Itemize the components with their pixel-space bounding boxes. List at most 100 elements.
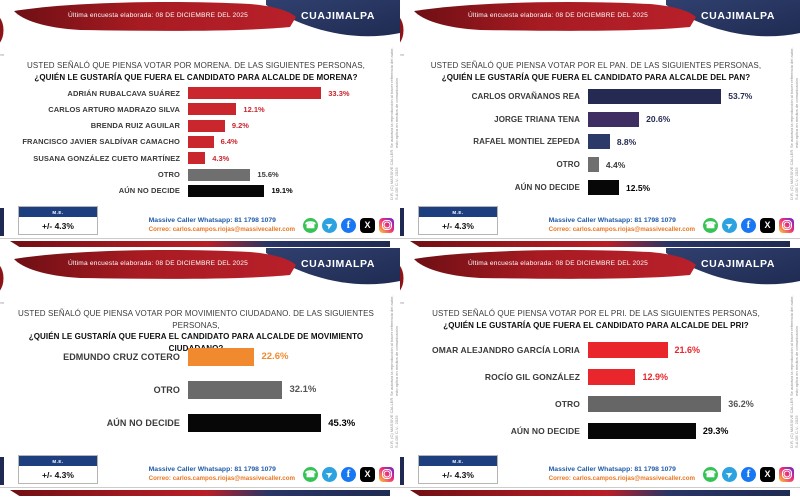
bar-track: 22.6%	[188, 347, 384, 366]
region-label: CUAJIMALPA	[301, 258, 375, 270]
bar-row: AÚN NO DECIDE 19.1%	[0, 184, 384, 197]
telegram-glyph: ➤	[724, 219, 735, 231]
header-banner: Última encuesta elaborada: 08 DE DICIEMB…	[414, 0, 800, 37]
question-line2: ¿QUIÉN LE GUSTARÍA QUE FUERA EL CANDIDAT…	[441, 72, 751, 82]
instagram-icon[interactable]	[379, 217, 394, 233]
bar-row: ADRIÁN RUBALCAVA SUÁREZ 33.3%	[0, 87, 384, 100]
x-twitter-icon[interactable]: X	[760, 466, 775, 482]
social-icons: ☎ ➤ f X	[703, 466, 794, 482]
panel-movimiento-ciudadano: Última encuesta elaborada: 08 DE DICIEMB…	[0, 248, 400, 497]
whatsapp-line: Massive Caller Whatsapp: 81 1798 1079	[148, 466, 276, 473]
bar-value: 19.1%	[271, 186, 293, 196]
whatsapp-icon[interactable]: ☎	[703, 217, 718, 233]
bar-label: JORGE TRIANA TENA	[494, 114, 580, 124]
bar-chart: CARLOS ORVAÑANOS REA 53.7% JORGE TRIANA TE…	[400, 85, 784, 199]
panel-morena: Última encuesta elaborada: 08 DE DICIEMB…	[0, 0, 400, 248]
email-line: Correo: carlos.campos.riojas@massivecall…	[148, 475, 295, 482]
header-banner: Última encuesta elaborada: 08 DE DICIEMB…	[414, 248, 800, 285]
bar-value: 36.2%	[728, 398, 754, 409]
blue-ribbon	[666, 248, 800, 285]
bar-chart: EDMUNDO CRUZ COTERO 22.6% OTRO 32.1% AÚN NO …	[0, 340, 384, 440]
header-banner: Última encuesta elaborada: 08 DE DICIEMB…	[14, 248, 400, 285]
partial-logo: )	[0, 262, 5, 292]
footer-divider	[0, 487, 400, 488]
bar-label: AÚN NO DECIDE	[514, 183, 580, 193]
bar-value: 45.3%	[328, 417, 356, 429]
bar-label: AÚN NO DECIDE	[106, 418, 180, 429]
contact-text: Massive Caller Whatsapp: 81 1798 1079 Co…	[549, 465, 695, 483]
margin-of-error-value: +/- 4.3%	[442, 220, 474, 231]
bar-track: 29.3%	[588, 422, 784, 439]
x-twitter-icon[interactable]: X	[760, 217, 775, 233]
red-ribbon	[414, 2, 696, 31]
facebook-icon[interactable]: f	[341, 466, 356, 482]
bar	[188, 168, 251, 181]
region-label: CUAJIMALPA	[701, 10, 775, 22]
question-line1: USTED SEÑALÓ QUE PIENSA VOTAR POR EL PRI…	[432, 309, 760, 318]
telegram-icon[interactable]: ➤	[322, 466, 337, 482]
social-icons: ☎ ➤ f X	[303, 217, 394, 233]
instagram-icon[interactable]	[379, 466, 394, 482]
date-banner-text: Última encuesta elaborada: 08 DE DICIEMB…	[468, 258, 648, 267]
bar-track: 19.1%	[188, 184, 384, 197]
facebook-icon[interactable]: f	[741, 466, 756, 482]
contact-text: Massive Caller Whatsapp: 81 1798 1079 Co…	[149, 465, 295, 483]
x-twitter-icon[interactable]: X	[360, 466, 375, 482]
margin-of-error-value: +/- 4.3%	[42, 469, 74, 480]
footer-gradient-bar	[10, 241, 390, 247]
email-line: Correo: carlos.campos.riojas@massivecall…	[148, 226, 295, 233]
bar	[588, 180, 620, 196]
facebook-icon[interactable]: f	[341, 217, 356, 233]
panel-pri: Última encuesta elaborada: 08 DE DICIEMB…	[400, 248, 800, 497]
bar-value: 22.6%	[261, 351, 289, 363]
date-banner-text: Última encuesta elaborada: 08 DE DICIEMB…	[68, 10, 248, 19]
bar-value: 20.6%	[646, 114, 671, 125]
bar-track: 12.9%	[588, 368, 784, 385]
bar-track: 36.2%	[588, 395, 784, 412]
bar-label: CARLOS ARTURO MADRAZO SILVA	[48, 104, 180, 114]
bar	[188, 103, 237, 116]
header-banner: Última encuesta elaborada: 08 DE DICIEMB…	[14, 0, 400, 37]
bar-track: 12.5%	[588, 180, 784, 196]
question-block: USTED SEÑALÓ QUE PIENSA VOTAR POR MORENA…	[6, 60, 386, 83]
bar	[188, 380, 283, 399]
telegram-glyph: ➤	[724, 468, 735, 480]
whatsapp-line: Massive Caller Whatsapp: 81 1798 1079	[548, 217, 676, 224]
instagram-icon[interactable]	[779, 217, 794, 233]
margin-of-error-value: +/- 4.3%	[42, 220, 74, 231]
bar-label: OTRO	[153, 384, 180, 395]
whatsapp-icon[interactable]: ☎	[703, 466, 718, 482]
margin-of-error-label: M.E.	[19, 456, 97, 466]
bar-value: 29.3%	[702, 425, 729, 436]
bar-track: 33.3%	[188, 87, 384, 100]
bar-chart: ADRIÁN RUBALCAVA SUÁREZ 33.3% CARLOS ARTUR…	[0, 85, 384, 199]
facebook-icon[interactable]: f	[741, 217, 756, 233]
bar	[188, 119, 225, 132]
margin-of-error-box: M.E. +/- 4.3%	[418, 206, 498, 235]
bar	[588, 157, 599, 173]
telegram-icon[interactable]: ➤	[722, 217, 737, 233]
whatsapp-icon[interactable]: ☎	[303, 217, 318, 233]
bar-label: OTRO	[556, 160, 580, 170]
instagram-icon[interactable]	[779, 466, 794, 482]
bar-track: 12.1%	[188, 103, 384, 116]
question-block: USTED SEÑALÓ QUE PIENSA VOTAR POR EL PAN…	[406, 60, 786, 83]
bar-value: 12.9%	[642, 371, 669, 382]
bar	[188, 184, 265, 197]
telegram-icon[interactable]: ➤	[722, 466, 737, 482]
bar-row: AÚN NO DECIDE 45.3%	[0, 414, 384, 433]
bar-row: CARLOS ORVAÑANOS REA 53.7%	[400, 88, 784, 104]
bar-track: 21.6%	[588, 341, 784, 358]
bar-value: 8.8%	[616, 136, 637, 147]
bar	[188, 135, 214, 148]
bar-track: 9.2%	[188, 119, 384, 132]
bar-label: AÚN NO DECIDE	[510, 425, 580, 436]
contact-text: Massive Caller Whatsapp: 81 1798 1079 Co…	[549, 216, 695, 234]
partial-logo-text: ve	[0, 300, 5, 305]
bar-value: 6.4%	[220, 137, 238, 147]
whatsapp-icon[interactable]: ☎	[303, 466, 318, 482]
x-twitter-icon[interactable]: X	[360, 217, 375, 233]
margin-of-error-label: M.E.	[419, 207, 497, 217]
margin-of-error-label: M.E.	[19, 207, 97, 217]
telegram-icon[interactable]: ➤	[322, 217, 337, 233]
